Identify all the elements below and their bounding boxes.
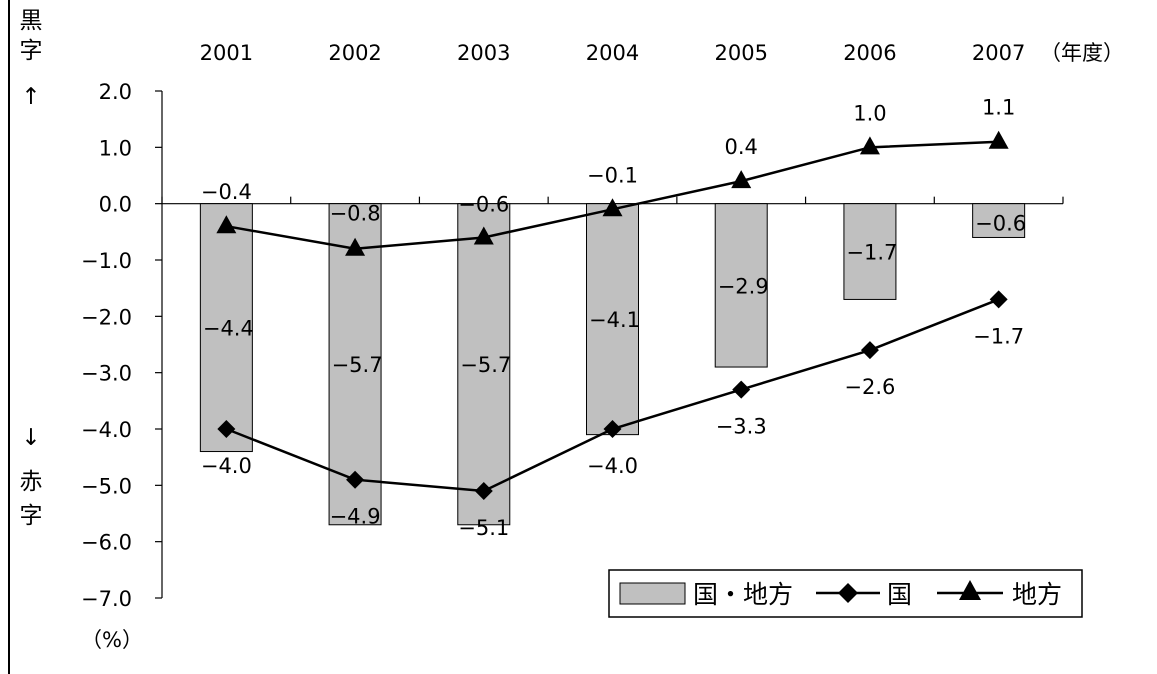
bar-value-label: −4.1: [589, 308, 640, 332]
x-unit-label: （年度）: [1040, 41, 1124, 65]
y-tick-label: −3.0: [81, 362, 132, 386]
y-tick-label: −6.0: [81, 531, 132, 555]
bar: [199, 203, 253, 453]
y-side-label-bottom: ↓ 赤 字: [20, 425, 43, 529]
y-tick-label: −2.0: [81, 305, 132, 329]
y-tick-label: −4.0: [81, 418, 132, 442]
x-tick-label: 2007: [972, 41, 1025, 65]
chiho-value-label: 1.0: [853, 101, 886, 125]
y-side-label-top-2: ↑: [21, 84, 40, 110]
marker-triangle: [731, 170, 752, 189]
y-side-label-top-1: 字: [20, 38, 43, 64]
marker-triangle: [988, 130, 1009, 149]
x-tick-label: 2002: [328, 41, 381, 65]
y-side-label-bottom-0: ↓: [21, 425, 40, 451]
legend-marker-triangle: [959, 580, 981, 600]
chiho-value-label: 0.4: [725, 135, 758, 159]
y-unit-label: （%）: [81, 628, 143, 652]
line-series: [216, 130, 1009, 500]
marker-triangle: [859, 136, 880, 155]
chiho-value-label: −0.4: [201, 180, 252, 204]
marker-diamond: [474, 481, 493, 500]
marker-triangle: [216, 215, 237, 234]
marker-triangle: [602, 198, 623, 217]
marker-triangle: [473, 226, 494, 245]
marker-diamond: [603, 420, 622, 438]
kuni-value-label: −2.6: [844, 375, 895, 399]
legend-label-chiho: 地方: [1012, 580, 1062, 609]
chiho-value-label: −0.8: [330, 202, 381, 226]
bar-value-label: −4.4: [203, 317, 254, 341]
marker-diamond: [732, 380, 751, 399]
x-tick-label: 2005: [714, 41, 767, 65]
bar: [843, 203, 897, 300]
marker-triangle: [345, 237, 366, 256]
data-labels: −4.4 −5.7 −5.7 −4.1 −2.9 −1.7 −0.6 −0.4 −0.1 0.4 1…: [201, 96, 1026, 540]
legend-swatch-bar: [619, 582, 686, 605]
bar-value-label: −2.9: [718, 274, 769, 298]
x-tick-label: 2003: [457, 41, 510, 65]
bar-value-label: −5.7: [332, 353, 383, 377]
y-tick-label: −1.0: [81, 249, 132, 273]
legend-marker-diamond: [838, 583, 858, 603]
legend-label-bar: 国・地方: [693, 580, 793, 609]
chiho-value-label: −0.6: [458, 193, 509, 217]
x-tick-label: 2004: [586, 41, 639, 65]
y-tick-label: 1.0: [99, 136, 132, 160]
marker-diamond: [217, 420, 236, 438]
y-side-label-top-0: 黒: [20, 8, 43, 34]
kuni-value-label: −4.9: [330, 505, 381, 529]
bar-value-label: −1.7: [846, 241, 897, 265]
y-tick-label: −5.0: [81, 474, 132, 498]
bar-value-label: −0.6: [975, 212, 1026, 236]
bar-value-label: −5.7: [460, 353, 511, 377]
y-side-label-bottom-1: 赤: [20, 469, 43, 495]
y-side-label-top: 黒 字 ↑: [20, 8, 43, 110]
bar: [972, 203, 1026, 238]
marker-diamond: [989, 290, 1008, 309]
bar: [457, 203, 511, 526]
kuni-value-label: −4.0: [587, 454, 638, 478]
chiho-value-label: 1.1: [982, 96, 1015, 120]
legend: 国・地方 国 地方: [608, 569, 1083, 618]
bar: [586, 203, 639, 436]
marker-diamond: [860, 341, 879, 360]
bar: [714, 203, 768, 368]
marker-diamond: [346, 470, 365, 489]
y-axis: 2.0 1.0 0.0 −1.0 −2.0 −3.0 −4.0 −5.0 −6.0 −7.0: [81, 80, 163, 611]
x-tick-label: 2001: [200, 41, 253, 65]
bar-series: [199, 203, 1026, 526]
kuni-value-label: −1.7: [973, 324, 1024, 348]
y-tick-label: 2.0: [99, 80, 132, 104]
legend-label-kuni: 国: [887, 580, 912, 609]
x-tick-label: 2006: [843, 41, 896, 65]
kuni-value-label: −3.3: [716, 415, 767, 439]
kuni-value-label: −5.1: [458, 516, 509, 540]
y-side-label-bottom-2: 字: [20, 503, 43, 529]
y-tick-label: −7.0: [81, 587, 132, 611]
y-tick-label: 0.0: [99, 193, 132, 217]
kuni-value-label: −4.0: [201, 454, 252, 478]
chiho-value-label: −0.1: [587, 163, 638, 187]
